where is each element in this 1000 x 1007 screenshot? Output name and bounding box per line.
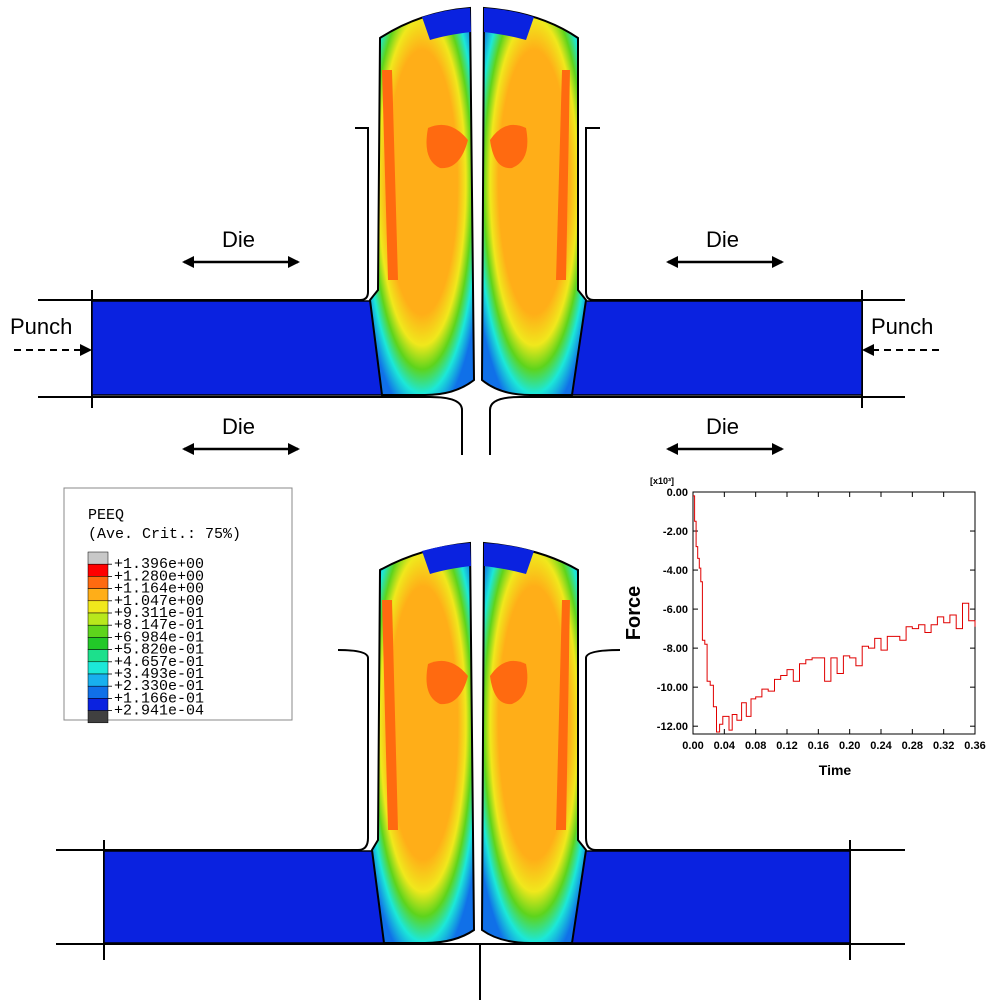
- legend-swatch: [87, 673, 109, 687]
- blank-arm-left: [91, 300, 383, 396]
- legend-swatch: [87, 563, 109, 577]
- die-label-upper-right: Die: [706, 227, 739, 252]
- x-tick-label: 0.12: [776, 740, 797, 752]
- y-tick-label: -4.00: [663, 565, 688, 577]
- legend-swatch: [87, 551, 109, 565]
- legend-swatch: [87, 698, 109, 711]
- protrusion-right-half-final: [480, 541, 588, 944]
- upper-die-left: [38, 127, 369, 301]
- die-arrow-lower-left: [182, 443, 300, 455]
- hotspot-left: [426, 124, 468, 169]
- punch-label-right: Punch: [871, 314, 933, 339]
- die-arrow-lower-right: [666, 443, 784, 455]
- legend-value: +5.820e-01: [114, 642, 204, 659]
- y-tick-label: -10.00: [657, 682, 688, 694]
- legend-value: +8.147e-01: [114, 617, 204, 634]
- x-tick-label: 0.24: [870, 740, 892, 752]
- y-axis-title: Force: [623, 586, 645, 640]
- legend-value: +2.941e-04: [114, 703, 204, 720]
- lower-die-right: [489, 396, 905, 455]
- legend-swatch: [87, 685, 109, 699]
- legend-swatch: [87, 576, 109, 589]
- chart-frame: [692, 491, 976, 735]
- legend-swatch: [87, 637, 109, 650]
- legend-value: +1.164e+00: [114, 581, 204, 598]
- chart-multiplier: [x10³]: [650, 476, 674, 486]
- legend-swatch: [87, 600, 109, 614]
- blank-arm-left-final: [103, 850, 385, 944]
- upper-die-right: [585, 127, 905, 301]
- x-axis-title: Time: [819, 762, 852, 778]
- legend-swatch: [87, 710, 109, 724]
- die-label-lower-left: Die: [222, 414, 255, 439]
- hotspot-right: [490, 124, 528, 169]
- legend-value: +1.396e+00: [114, 556, 204, 573]
- die-label-lower-right: Die: [706, 414, 739, 439]
- y-tick-label: -8.00: [663, 643, 688, 655]
- x-tick-label: 0.36: [964, 740, 985, 752]
- force-time-chart: [x10³] Force Time 0.00 0.04 0.08 0.12 0.16 0.…: [623, 476, 986, 778]
- legend-swatch: [87, 624, 109, 638]
- legend-title: PEEQ: [88, 507, 124, 524]
- legend-value: +1.280e+00: [114, 568, 204, 585]
- legend-value: +3.493e-01: [114, 666, 204, 683]
- blank-arm-right-final: [571, 850, 851, 944]
- x-tick-label: 0.28: [902, 740, 923, 752]
- legend-value: +1.166e-01: [114, 690, 204, 707]
- protrusion-right-half: [480, 6, 588, 396]
- legend-swatch: [87, 588, 109, 602]
- legend-swatch: [87, 661, 109, 675]
- lower-die-left: [38, 396, 463, 455]
- legend-swatch: [87, 612, 109, 626]
- die-arrow-upper-right: [666, 256, 784, 268]
- top-assembly: Die Die Die Die Punch Punch: [10, 6, 944, 455]
- x-tick-label: 0.00: [682, 740, 703, 752]
- legend-value: +4.657e-01: [114, 654, 204, 671]
- legend-value: +1.047e+00: [114, 593, 204, 610]
- punch-arrow-left: [14, 344, 92, 356]
- x-tick-label: 0.16: [808, 740, 829, 752]
- legend-value: +9.311e-01: [114, 605, 204, 622]
- blank-arm-right: [571, 300, 863, 396]
- y-tick-label: -6.00: [663, 604, 688, 616]
- legend-swatch: [87, 649, 109, 663]
- y-tick-label: -12.00: [657, 721, 688, 733]
- bottom-assembly: [56, 541, 905, 1000]
- peeq-legend: PEEQ (Ave. Crit.: 75%) +1.396e+00+1.280e…: [63, 487, 293, 724]
- x-tick-label: 0.04: [714, 740, 736, 752]
- protrusion-left-half: [368, 6, 476, 396]
- x-tick-label: 0.08: [745, 740, 766, 752]
- force-series-line: [693, 495, 976, 733]
- legend-value: +2.330e-01: [114, 678, 204, 695]
- x-tick-label: 0.20: [839, 740, 860, 752]
- y-tick-label: 0.00: [667, 487, 688, 499]
- y-tick-label: -2.00: [663, 526, 688, 538]
- legend-subtitle: (Ave. Crit.: 75%): [88, 526, 241, 543]
- punch-label-left: Punch: [10, 314, 72, 339]
- punch-arrow-right: [862, 344, 944, 356]
- die-label-upper-left: Die: [222, 227, 255, 252]
- x-tick-label: 0.32: [933, 740, 954, 752]
- legend-value: +6.984e-01: [114, 629, 204, 646]
- die-arrow-upper-left: [182, 256, 300, 268]
- protrusion-left-half-final: [370, 541, 476, 944]
